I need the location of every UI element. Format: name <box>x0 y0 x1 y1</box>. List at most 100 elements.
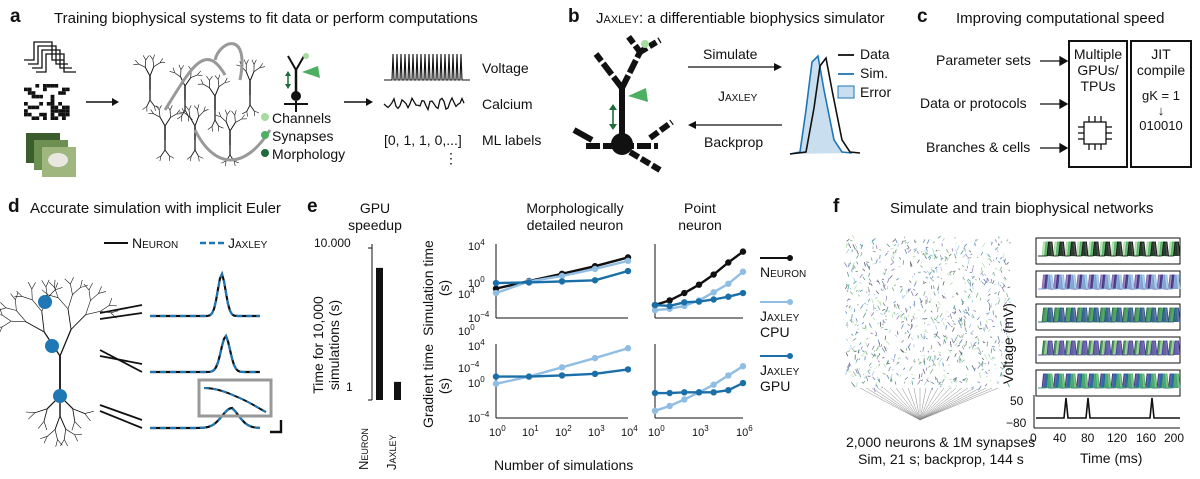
point-jaxley-gpu <box>710 389 717 396</box>
point-neuron <box>710 271 717 278</box>
output-ml-labels: ML labels <box>482 132 542 148</box>
jit-eq: gK = 1 <box>1142 88 1180 103</box>
point-jaxley-cpu <box>725 280 732 287</box>
point-jaxley-cpu <box>666 402 673 410</box>
point-jaxley-cpu <box>624 345 632 352</box>
row-arrows-icon <box>1040 55 1069 154</box>
panel-c-title: Improving computational speed <box>956 10 1165 27</box>
noise-pattern-icon <box>24 84 70 120</box>
f-xlabel: Time (ms) <box>1080 450 1143 466</box>
panel-letter-a: a <box>10 6 21 27</box>
bottom-voltage-trace-icon <box>1036 397 1180 419</box>
gpu-box-label: Multiple GPUs/ TPUs <box>1073 46 1123 94</box>
point-jaxley-cpu <box>710 381 717 388</box>
gpu-ytick-bottom: 1 <box>346 380 353 394</box>
calcium-trace-icon <box>383 96 465 112</box>
point-jaxley-gpu <box>558 372 566 379</box>
point-jaxley-gpu <box>725 293 732 300</box>
f-ylabel: Voltage (mV) <box>1000 303 1016 384</box>
jit-arrow: ↓ <box>1157 103 1165 118</box>
f-ytick-50: 50 <box>1010 394 1024 408</box>
point-jaxley-gpu <box>525 279 533 286</box>
legend-error: Error <box>860 84 892 100</box>
scale-bar-icon <box>270 420 283 434</box>
point-jaxley-cpu <box>681 396 688 403</box>
jit-bits: 010010 <box>1139 118 1183 133</box>
image-stack-icon <box>26 133 76 177</box>
point-neuron <box>666 297 673 304</box>
neuron-network-icon <box>133 54 266 167</box>
detailed-morphology-icon <box>0 276 119 447</box>
recording-site-icon-2 <box>45 339 59 353</box>
point-neuron <box>695 281 703 288</box>
point-jaxley-gpu <box>681 299 688 306</box>
point-jaxley-gpu <box>525 373 533 380</box>
neuron-component-icon <box>284 53 320 112</box>
morph-chart-title: Morphologically detailed neuron <box>526 200 624 233</box>
jaxley-name: Jaxley <box>596 10 639 27</box>
network-visualization-icon <box>844 234 1012 421</box>
gpu-speedup-title: GPU speedup <box>348 200 402 233</box>
point-jaxley-cpu <box>725 372 732 379</box>
f-xtick-80: 80 <box>1081 431 1095 445</box>
recording-site-icon-3 <box>53 389 67 403</box>
voltage-row-frame <box>1035 369 1181 397</box>
point-jaxley-gpu <box>651 301 659 309</box>
jaxley-middle-label: Jaxley <box>718 88 758 104</box>
f-caption-2: Sim, 21 s; backprop, 144 s <box>858 451 1024 467</box>
output-calcium: Calcium <box>482 96 533 112</box>
point-jaxley-gpu <box>739 289 747 297</box>
legend-synapses: Synapses <box>272 128 334 144</box>
legend-sim: Sim. <box>860 65 888 81</box>
point-jaxley-gpu <box>492 279 500 287</box>
panel-d-title: Accurate simulation with implicit Euler <box>30 200 281 217</box>
point-neuron <box>739 248 747 255</box>
synapses-dot-icon <box>261 131 269 139</box>
f-xtick-200: 200 <box>1164 431 1185 445</box>
voltage-row-frame <box>1035 270 1181 298</box>
row-data-protocols: Data or protocols <box>920 95 1027 111</box>
row-branches-cells: Branches & cells <box>926 139 1031 155</box>
jit-title: JIT compile <box>1136 46 1186 78</box>
point-jaxley-cpu <box>651 407 659 415</box>
sim-trace-icon <box>789 54 853 155</box>
voltage-row-frame <box>1035 237 1181 265</box>
voltage-row-trace <box>1038 373 1181 389</box>
jaxley-trace-1 <box>150 333 260 374</box>
stimulus-steps-icon <box>24 41 76 73</box>
legend-morphology: Morphology <box>272 146 346 162</box>
f-xtick-40: 40 <box>1053 431 1067 445</box>
output-voltage: Voltage <box>482 60 529 76</box>
legend-channels: Channels <box>272 110 332 126</box>
legend-data: Data <box>860 46 890 62</box>
jaxley-trace-0 <box>150 270 260 318</box>
e-xlabel: Number of simulations <box>494 457 634 473</box>
voltage-row-trace <box>1038 307 1181 323</box>
zoom-inset-box-icon <box>197 378 273 418</box>
point-jaxley-gpu <box>681 389 688 396</box>
point-neuron <box>492 285 500 292</box>
morphology-dot-icon <box>261 149 269 157</box>
point-jaxley-gpu <box>725 387 732 394</box>
panel-letter-e: e <box>307 196 318 217</box>
point-jaxley-gpu <box>651 389 659 397</box>
panel-letter-b: b <box>568 6 580 27</box>
voltage-row-trace <box>1038 340 1181 356</box>
ml-labels-value: [0, 1, 1, 0,...] <box>384 132 462 148</box>
ellipsis: ⋮ <box>444 150 458 166</box>
point-jaxley-gpu <box>591 277 599 284</box>
point-jaxley-gpu <box>739 379 747 387</box>
e-legend-neuron: Neuron <box>760 264 807 280</box>
synapse-icon <box>628 88 648 102</box>
point-jaxley-gpu <box>624 366 632 373</box>
f-xtick-120: 120 <box>1107 431 1128 445</box>
point-neuron <box>681 289 688 297</box>
voltage-row-trace <box>1038 241 1181 257</box>
legend-error-box-icon <box>837 85 855 99</box>
